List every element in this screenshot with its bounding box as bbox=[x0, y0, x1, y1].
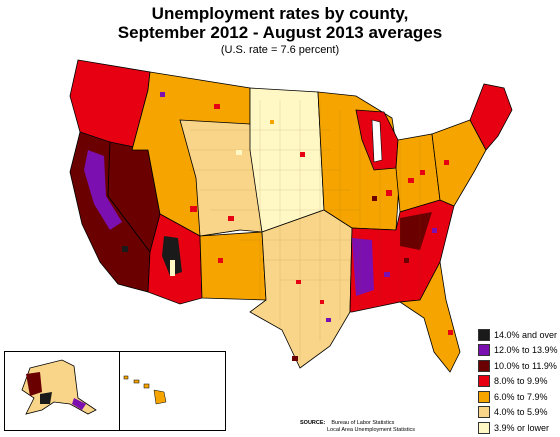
alaska-inset bbox=[21, 359, 97, 415]
alaska-west-region bbox=[26, 372, 42, 396]
hawaii-island-2 bbox=[133, 379, 140, 384]
lake-michigan bbox=[371, 119, 383, 163]
legend-item: 12.0% to 13.9% bbox=[478, 343, 560, 359]
region-new-mexico bbox=[199, 231, 267, 301]
region-new-england bbox=[469, 83, 513, 151]
legend-item: 4.0% to 5.9% bbox=[478, 405, 560, 421]
title-line-2: September 2012 - August 2013 averages bbox=[117, 23, 443, 42]
alaska-southwest-region bbox=[40, 392, 52, 404]
map-legend: 14.0% and over 12.0% to 13.9% 10.0% to 1… bbox=[478, 327, 560, 436]
region-arizona-core bbox=[162, 236, 182, 276]
legend-item: 10.0% to 11.9% bbox=[478, 358, 560, 374]
legend-swatch bbox=[478, 390, 490, 403]
base-layer bbox=[69, 59, 513, 373]
legend-label: 3.9% or lower bbox=[494, 422, 550, 433]
legend-swatch bbox=[478, 406, 490, 419]
source-label: SOURCE: bbox=[300, 420, 326, 426]
region-mississippi-delta bbox=[352, 238, 374, 296]
map-title: Unemployment rates by county, September … bbox=[0, 4, 560, 42]
hawaii-island-3 bbox=[143, 383, 150, 389]
region-texas-oklahoma bbox=[249, 209, 353, 369]
legend-label: 6.0% to 7.9% bbox=[494, 391, 548, 402]
source-line-1: Bureau of Labor Statistics bbox=[331, 420, 395, 426]
legend-item: 14.0% and over bbox=[478, 327, 560, 343]
legend-swatch bbox=[478, 328, 490, 341]
legend-label: 12.0% to 13.9% bbox=[494, 345, 558, 356]
legend-label: 8.0% to 9.9% bbox=[494, 376, 548, 387]
title-line-1: Unemployment rates by county, bbox=[151, 4, 409, 23]
legend-item: 6.0% to 7.9% bbox=[478, 389, 560, 405]
region-great-plains bbox=[249, 87, 325, 233]
hawaii-island-1 bbox=[123, 375, 129, 380]
region-appalachia bbox=[400, 212, 432, 250]
source-line-2: Local Area Unemployment Statistics bbox=[327, 426, 416, 433]
legend-item: 3.9% or lower bbox=[478, 420, 560, 436]
legend-label: 4.0% to 5.9% bbox=[494, 407, 548, 418]
county-grid-overlay bbox=[190, 100, 421, 360]
region-florida bbox=[398, 260, 461, 373]
region-central-valley bbox=[84, 150, 122, 230]
legend-label: 10.0% to 11.9% bbox=[494, 360, 557, 371]
alaska-panhandle-region bbox=[72, 398, 86, 410]
source-note: SOURCE: Bureau of Labor Statistics Local … bbox=[300, 420, 415, 433]
legend-item: 8.0% to 9.9% bbox=[478, 374, 560, 390]
inset-divider bbox=[119, 352, 120, 430]
legend-swatch bbox=[478, 344, 490, 357]
legend-label: 14.0% and over bbox=[494, 329, 558, 340]
map-subtitle: (U.S. rate = 7.6 percent) bbox=[220, 44, 340, 56]
legend-swatch bbox=[478, 375, 490, 388]
legend-swatch bbox=[478, 359, 490, 372]
hawaii-big-island bbox=[153, 389, 167, 405]
legend-swatch bbox=[478, 421, 490, 434]
hawaii-inset bbox=[123, 375, 167, 405]
alaska-hawaii-inset-frame bbox=[4, 351, 226, 431]
county-speckle bbox=[122, 92, 453, 361]
